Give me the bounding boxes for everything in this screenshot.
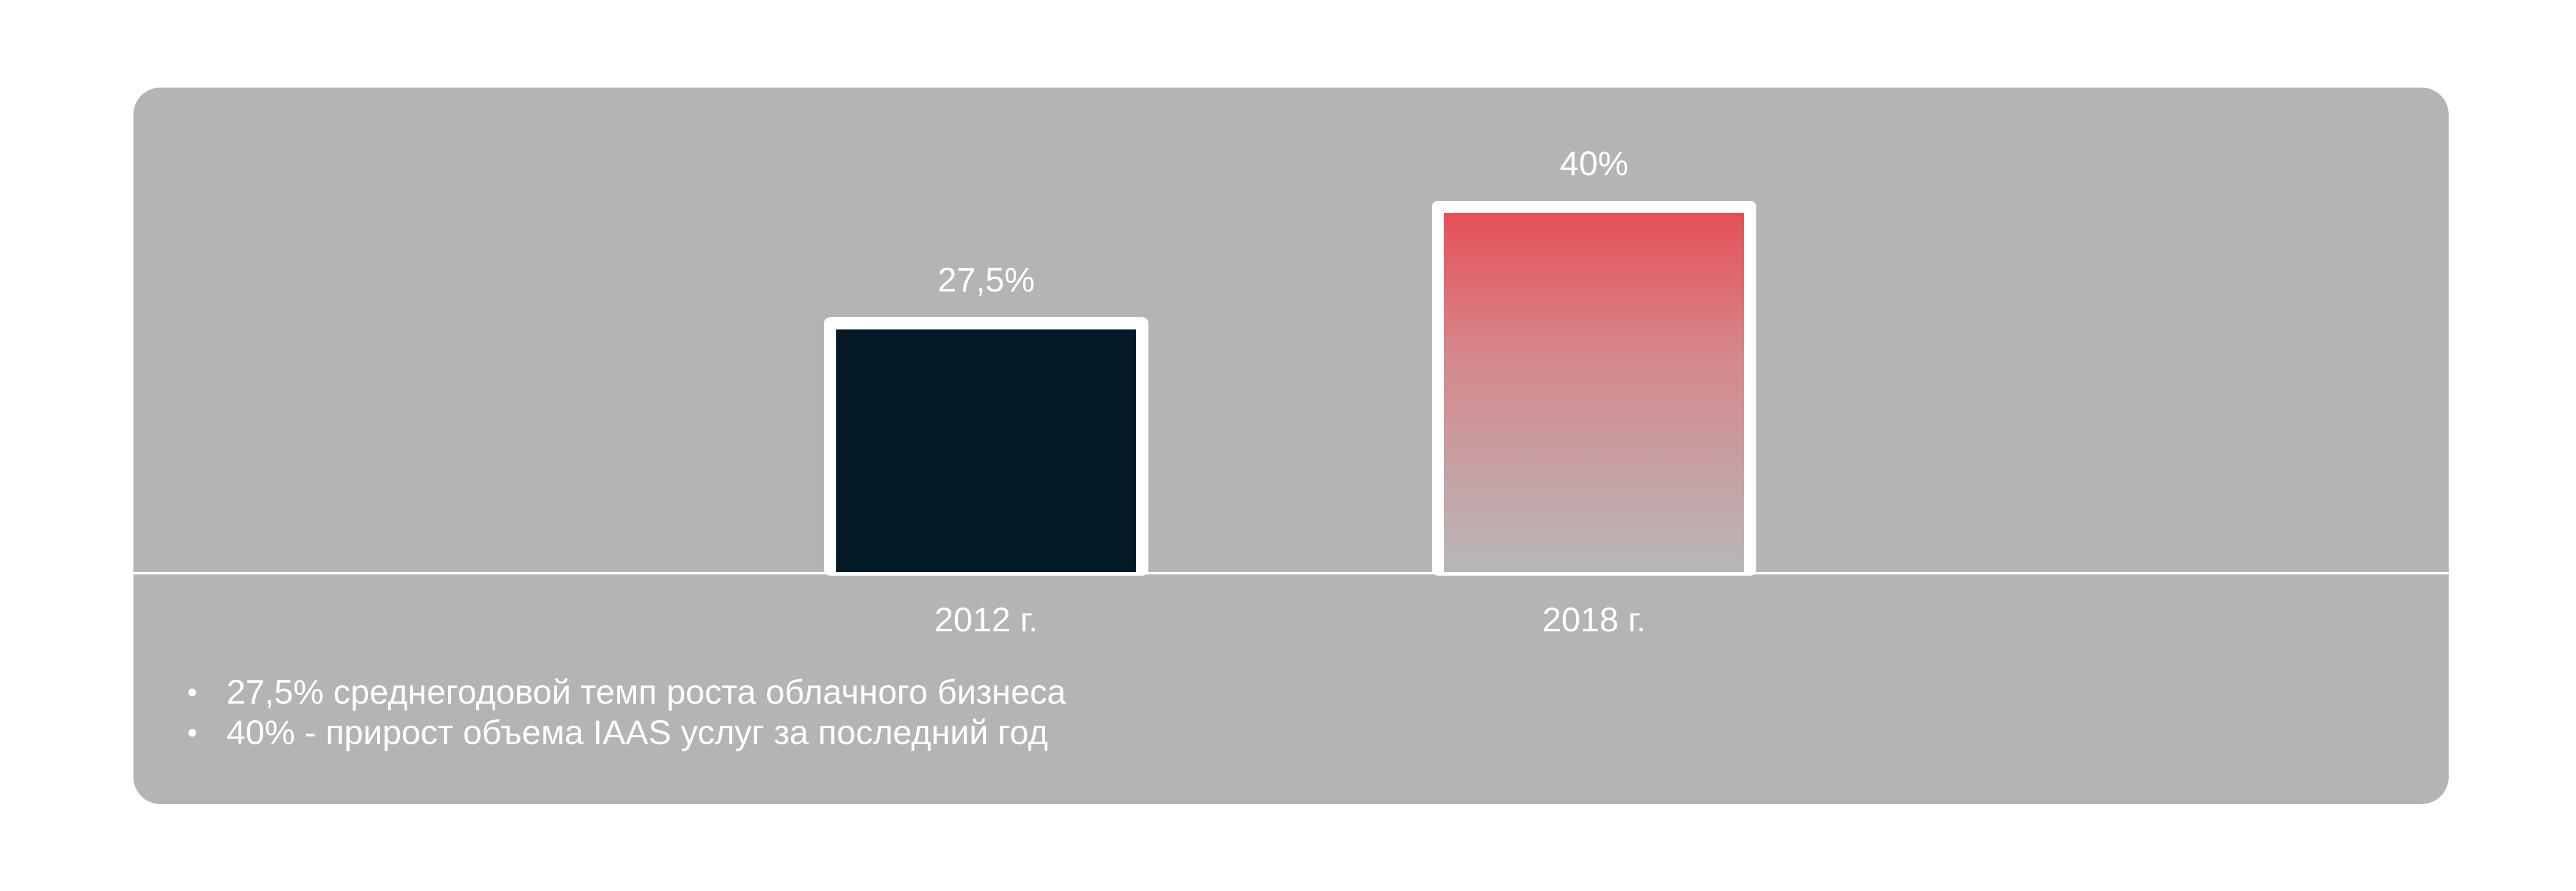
notes-list: 27,5% среднегодовой темп роста облачного…	[187, 672, 1066, 753]
x-tick-label: 2018 г.	[1542, 600, 1646, 639]
bar-chart: 27,5% 2012 г. 40% 2018 г.	[133, 144, 2449, 639]
note-item: 40% - прирост объема IAAS услуг за после…	[187, 712, 1066, 753]
chart-card: 27,5% 2012 г. 40% 2018 г. 27,5% среднегодов…	[133, 88, 2449, 804]
data-label: 40%	[1560, 144, 1628, 182]
x-tick-label: 2012 г.	[934, 600, 1038, 639]
bar	[836, 329, 1136, 574]
note-item: 27,5% среднегодовой темп роста облачного…	[187, 672, 1066, 712]
bar	[1444, 213, 1744, 574]
data-label: 27,5%	[938, 260, 1035, 299]
